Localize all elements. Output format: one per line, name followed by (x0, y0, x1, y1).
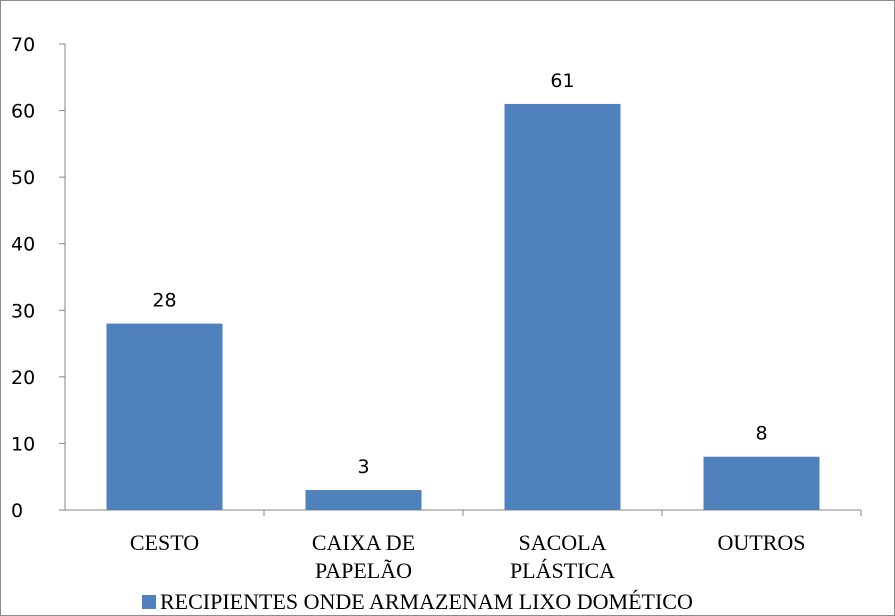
category-label: OUTROS (717, 530, 805, 555)
category-label: CAIXA DE (312, 530, 415, 555)
y-tick-label: 0 (11, 500, 23, 522)
bar (305, 490, 422, 510)
bar (504, 103, 621, 511)
legend-swatch (142, 595, 156, 609)
category-label: SACOLA (518, 530, 606, 555)
category-label: PAPELÃO (315, 558, 412, 583)
bar (106, 323, 223, 510)
data-label: 8 (755, 423, 767, 445)
category-label: PLÁSTICA (510, 558, 615, 583)
y-tick-label: 50 (11, 167, 35, 189)
y-tick-label: 40 (11, 234, 35, 256)
y-tick-label: 70 (11, 34, 35, 56)
data-label: 61 (550, 70, 574, 92)
bar (703, 456, 820, 510)
data-label: 3 (357, 456, 369, 478)
data-label: 28 (152, 290, 176, 312)
y-tick-label: 20 (11, 367, 35, 389)
legend-label: RECIPIENTES ONDE ARMAZENAM LIXO DOMÉTICO (160, 589, 693, 614)
y-tick-label: 60 (11, 101, 35, 123)
y-tick-label: 10 (11, 433, 35, 455)
category-label: CESTO (130, 530, 199, 555)
y-tick-label: 30 (11, 300, 35, 322)
